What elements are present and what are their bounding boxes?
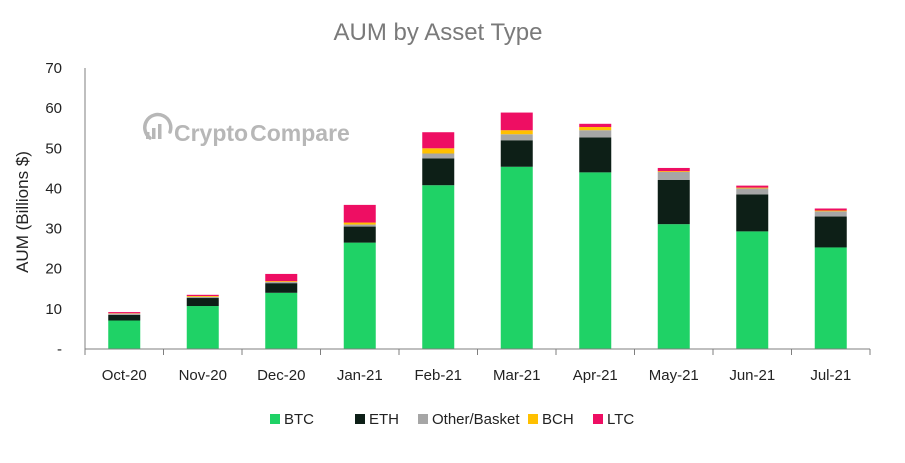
y-tick-label: 70	[45, 60, 62, 77]
y-tick-label: 50	[45, 140, 62, 157]
x-tick-label: Jan-21	[337, 367, 383, 384]
bar-eth-mar-21	[500, 140, 533, 167]
y-axis-label: AUM (Billions $)	[13, 151, 32, 273]
bar-eth-apr-21	[579, 137, 612, 173]
legend-label: LTC	[607, 411, 634, 428]
bar-btc-dec-20	[265, 292, 298, 349]
bar-other-basket-apr-21	[579, 130, 612, 138]
watermark-crypto: Crypto	[174, 120, 248, 146]
bar-bch-jun-21	[736, 187, 769, 189]
bar-ltc-jun-21	[736, 185, 769, 188]
bar-bch-feb-21	[422, 148, 455, 154]
bar-ltc-mar-21	[500, 112, 533, 131]
bar-other-basket-jan-21	[343, 224, 376, 227]
bar-ltc-dec-20	[265, 273, 298, 282]
legend-label: ETH	[369, 411, 399, 428]
bar-other-basket-jun-21	[736, 188, 769, 195]
legend-label: BTC	[284, 411, 314, 428]
bar-bch-jan-21	[343, 222, 376, 225]
x-tick-label: Oct-20	[102, 367, 147, 384]
legend-swatch	[355, 414, 365, 424]
axes-group: - 10 20 30 40 50 60 70 Oct-20 Nov-20 Dec-20 Jan-21 F…	[45, 60, 871, 384]
bar-btc-nov-20	[186, 306, 219, 349]
bar-other-basket-mar-21	[500, 134, 533, 141]
bar-bch-apr-21	[579, 127, 612, 131]
bar-eth-jun-21	[736, 194, 769, 232]
bar-other-basket-oct-20	[108, 313, 141, 315]
bar-btc-jan-21	[343, 242, 376, 349]
bar-eth-oct-20	[108, 314, 141, 321]
x-tick-label: May-21	[649, 367, 699, 384]
x-tick-label: Dec-20	[257, 367, 305, 384]
legend-label: BCH	[542, 411, 574, 428]
bar-btc-feb-21	[422, 185, 455, 349]
bar-bch-nov-20	[186, 296, 219, 297]
bars-group	[108, 112, 847, 349]
x-tick-label: Jun-21	[729, 367, 775, 384]
bar-ltc-nov-20	[186, 294, 219, 297]
bar-other-basket-dec-20	[265, 281, 298, 284]
legend-label: Other/Basket	[432, 411, 520, 428]
bar-eth-feb-21	[422, 158, 455, 186]
legend-swatch	[593, 414, 603, 424]
bar-btc-jul-21	[814, 247, 847, 349]
bar-ltc-feb-21	[422, 132, 455, 149]
legend-swatch	[270, 414, 280, 424]
bar-eth-jul-21	[814, 216, 847, 248]
x-tick-label: Nov-20	[179, 367, 227, 384]
bar-other-basket-feb-21	[422, 153, 455, 159]
watermark-compare: Compare	[250, 120, 350, 146]
y-tick-label: 30	[45, 221, 62, 238]
y-tick-label: 10	[45, 301, 62, 318]
bar-bch-jul-21	[814, 210, 847, 212]
legend-swatch	[418, 414, 428, 424]
bar-eth-jan-21	[343, 226, 376, 243]
y-tick-label: 40	[45, 180, 62, 197]
bar-bch-dec-20	[265, 281, 298, 282]
bar-eth-dec-20	[265, 283, 298, 293]
bar-other-basket-nov-20	[186, 296, 219, 299]
x-tick-label: Apr-21	[573, 367, 618, 384]
bar-ltc-jan-21	[343, 204, 376, 223]
svg-text:CryptoCompare: CryptoCompare	[174, 120, 350, 146]
y-tick-label: -	[57, 341, 62, 358]
bar-eth-nov-20	[186, 298, 219, 307]
legend-swatch	[528, 414, 538, 424]
bar-btc-apr-21	[579, 172, 612, 349]
watermark: CryptoCompare	[143, 112, 350, 146]
bar-other-basket-may-21	[657, 171, 690, 180]
y-tick-label: 20	[45, 261, 62, 278]
cryptocompare-logo-icon	[143, 112, 173, 140]
bar-btc-mar-21	[500, 166, 533, 349]
bar-ltc-apr-21	[579, 123, 612, 128]
bar-ltc-may-21	[657, 167, 690, 172]
bar-ltc-oct-20	[108, 312, 141, 314]
bar-bch-may-21	[657, 171, 690, 172]
legend: BTC ETH Other/Basket BCH LTC	[270, 411, 634, 428]
bar-btc-oct-20	[108, 320, 141, 349]
x-tick-label: Feb-21	[414, 367, 462, 384]
bar-ltc-jul-21	[814, 208, 847, 211]
bar-other-basket-jul-21	[814, 211, 847, 217]
y-tick-label: 60	[45, 100, 62, 117]
chart-title: AUM by Asset Type	[334, 19, 543, 46]
bar-btc-may-21	[657, 224, 690, 349]
bar-eth-may-21	[657, 179, 690, 225]
x-tick-label: Jul-21	[810, 367, 851, 384]
bar-bch-mar-21	[500, 130, 533, 135]
x-tick-label: Mar-21	[493, 367, 541, 384]
bar-btc-jun-21	[736, 231, 769, 349]
